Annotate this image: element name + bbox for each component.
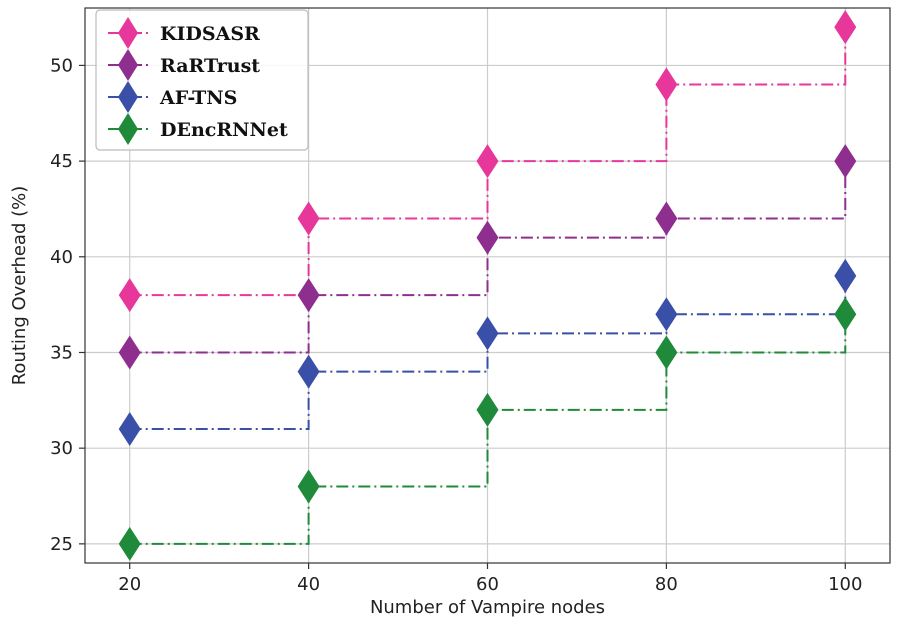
data-point <box>834 258 857 293</box>
legend-item: KIDSASR <box>108 17 260 49</box>
x-axis: 20 40 60 80 100 <box>118 563 862 595</box>
data-point <box>118 412 141 447</box>
data-point <box>476 144 499 179</box>
data-point <box>297 278 320 313</box>
y-tick-label: 35 <box>50 342 73 363</box>
series-layer <box>118 10 857 561</box>
series-af-tns <box>118 258 857 447</box>
legend-label: DEncRNNet <box>160 119 288 141</box>
x-tick-label: 20 <box>118 574 141 595</box>
y-tick-label: 25 <box>50 534 73 555</box>
data-point <box>476 316 499 351</box>
y-tick-label: 45 <box>50 151 73 172</box>
data-point <box>655 67 678 102</box>
legend-box <box>95 9 309 151</box>
legend-label: AF-TNS <box>159 87 237 109</box>
data-point <box>297 469 320 504</box>
x-tick-label: 100 <box>828 574 862 595</box>
x-axis-label: Number of Vampire nodes <box>370 597 605 618</box>
legend-label: RaRTrust <box>160 55 260 77</box>
y-tick-label: 30 <box>50 438 73 459</box>
x-tick-label: 60 <box>476 574 499 595</box>
series-rartrust <box>118 144 857 370</box>
x-tick-label: 40 <box>297 574 320 595</box>
data-point <box>834 10 857 45</box>
data-point <box>118 278 141 313</box>
y-tick-label: 40 <box>50 247 73 268</box>
y-tick-label: 50 <box>50 55 73 76</box>
data-point <box>655 297 678 332</box>
data-point <box>297 354 320 389</box>
series-kidsasr <box>118 10 857 313</box>
data-point <box>655 201 678 236</box>
data-point <box>476 220 499 255</box>
legend-item: RaRTrust <box>108 49 260 81</box>
series-dencrnnet <box>118 297 857 561</box>
data-point <box>834 144 857 179</box>
data-point <box>118 526 141 561</box>
data-point <box>834 297 857 332</box>
data-point <box>655 335 678 370</box>
y-axis-label: Routing Overhead (%) <box>9 186 30 386</box>
data-point <box>118 335 141 370</box>
legend-marker <box>118 17 138 49</box>
legend: KIDSASR RaRTrust AF-TNS DEncRNNet <box>95 9 309 151</box>
legend-label: KIDSASR <box>160 23 260 45</box>
legend-marker <box>118 49 138 81</box>
data-point <box>297 201 320 236</box>
legend-item: AF-TNS <box>108 81 237 113</box>
data-point <box>476 392 499 427</box>
x-tick-label: 80 <box>655 574 678 595</box>
legend-item: DEncRNNet <box>108 113 288 145</box>
series-line <box>129 275 847 431</box>
legend-marker <box>118 81 138 113</box>
y-axis: 25 30 35 40 45 50 <box>50 55 85 555</box>
legend-marker <box>118 113 138 145</box>
